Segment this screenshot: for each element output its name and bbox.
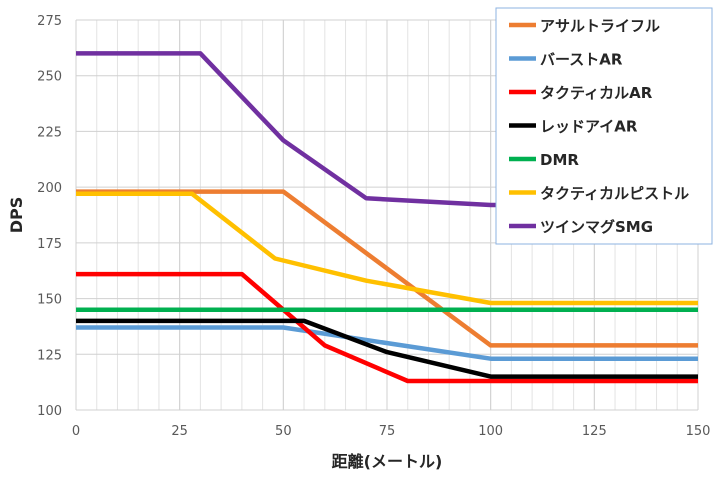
y-tick-label: 150	[37, 293, 62, 308]
legend-label: タクティカルAR	[540, 84, 653, 102]
series-line	[76, 271, 698, 384]
y-tick-label: 175	[37, 237, 62, 252]
series-lines	[76, 51, 698, 384]
y-tick-label: 225	[37, 125, 62, 140]
y-tick-label: 250	[37, 70, 62, 85]
legend-label: アサルトライフル	[540, 17, 660, 35]
y-tick-label: 125	[37, 348, 62, 363]
x-axis-ticks: 0 25 50 75 100 125 150	[72, 424, 711, 439]
y-axis-title: DPS	[7, 197, 26, 234]
x-tick-label: 0	[72, 424, 80, 439]
legend-label: レッドアイAR	[540, 118, 638, 136]
legend-label: バーストAR	[540, 51, 623, 69]
series-line	[76, 191, 698, 306]
y-tick-label: 100	[37, 404, 62, 419]
x-tick-label: 100	[478, 424, 503, 439]
legend-label: DMR	[540, 151, 579, 169]
legend-label: タクティカルピストル	[540, 185, 689, 203]
series-line	[76, 325, 698, 361]
x-tick-label: 50	[275, 424, 292, 439]
x-axis-title: 距離(メートル)	[332, 452, 443, 471]
x-tick-label: 25	[171, 424, 188, 439]
x-tick-label: 75	[379, 424, 396, 439]
series-line	[76, 318, 698, 379]
legend-label: ツインマグSMG	[540, 218, 653, 236]
y-tick-label: 275	[37, 14, 62, 29]
x-tick-label: 150	[686, 424, 711, 439]
y-tick-label: 200	[37, 181, 62, 196]
y-axis-ticks: 100 125 150 175 200 225 250 275	[37, 14, 62, 419]
x-tick-label: 125	[582, 424, 607, 439]
